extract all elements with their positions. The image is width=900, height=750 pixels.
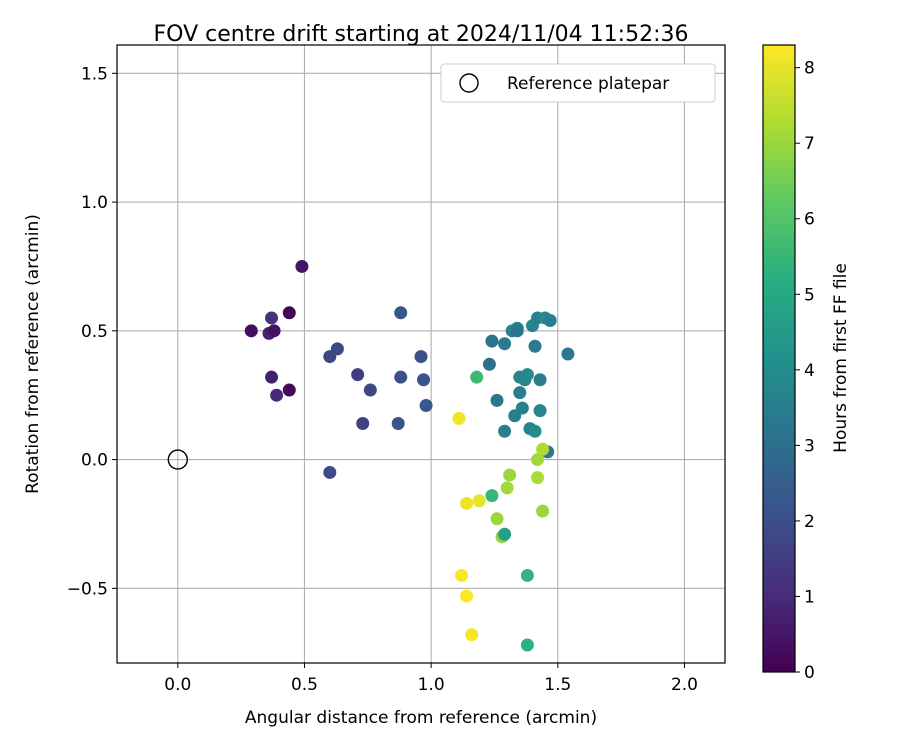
reference-point — [167, 449, 189, 470]
data-point — [498, 424, 512, 438]
colorbar-tick-label: 0 — [804, 663, 815, 683]
data-point — [265, 311, 279, 325]
data-point — [472, 494, 486, 508]
data-point — [528, 424, 542, 438]
colorbar-label: Hours from first FF file — [831, 263, 851, 453]
data-point — [417, 373, 431, 387]
legend: Reference platepar — [440, 63, 716, 103]
legend-label-reference: Reference platepar — [507, 74, 669, 94]
data-point — [520, 368, 534, 382]
y-axis-ticks: −0.5 0.0 0.5 1.0 1.5 — [67, 64, 117, 599]
data-point — [498, 527, 512, 541]
data-point — [528, 339, 542, 353]
data-point — [267, 324, 281, 338]
data-point — [356, 417, 370, 431]
colorbar-tick-label: 2 — [804, 512, 815, 532]
data-point — [452, 411, 466, 425]
y-tick-label: 0.0 — [81, 451, 108, 471]
data-point — [561, 347, 575, 361]
data-point — [531, 453, 545, 467]
data-point — [490, 512, 504, 526]
x-axis-label: Angular distance from reference (arcmin) — [245, 708, 597, 728]
data-point — [351, 368, 365, 382]
data-point — [465, 628, 479, 642]
data-point — [455, 568, 469, 582]
chart-title: FOV centre drift starting at 2024/11/04 … — [154, 22, 689, 47]
y-tick-label: −0.5 — [67, 579, 108, 599]
data-point — [470, 370, 484, 384]
data-point — [295, 259, 309, 273]
colorbar-tick-label: 5 — [804, 285, 815, 305]
data-point — [282, 383, 296, 397]
x-tick-label: 1.0 — [418, 675, 445, 695]
data-point — [533, 373, 547, 387]
colorbar-tick-label: 8 — [804, 59, 815, 79]
x-tick-label: 0.0 — [164, 675, 191, 695]
data-points — [167, 259, 575, 652]
colorbar: 0 1 2 3 4 5 6 7 8 Hours from first FF file — [762, 44, 851, 683]
colorbar-gradient — [762, 44, 796, 673]
data-point — [270, 388, 284, 402]
legend-box — [440, 63, 716, 103]
y-tick-label: 0.5 — [81, 322, 108, 342]
colorbar-tick-label: 6 — [804, 210, 815, 230]
x-tick-label: 2.0 — [671, 675, 698, 695]
colorbar-tick-label: 4 — [804, 361, 815, 381]
data-point — [265, 370, 279, 384]
data-point — [531, 471, 545, 485]
data-point — [391, 417, 405, 431]
y-tick-label: 1.0 — [81, 193, 108, 213]
data-point — [543, 314, 557, 328]
colorbar-tick-label: 3 — [804, 436, 815, 456]
data-point — [394, 370, 408, 384]
x-axis-ticks: 0.0 0.5 1.0 1.5 2.0 — [164, 663, 698, 695]
colorbar-ticks: 0 1 2 3 4 5 6 7 8 — [795, 59, 815, 683]
x-tick-label: 0.5 — [291, 675, 318, 695]
data-point — [282, 306, 296, 320]
data-point — [482, 357, 496, 371]
y-axis-label: Rotation from reference (arcmin) — [23, 214, 43, 494]
data-point — [503, 468, 517, 482]
data-point — [536, 442, 550, 456]
colorbar-tick-label: 7 — [804, 134, 815, 154]
data-point — [520, 568, 534, 582]
x-tick-label: 1.5 — [544, 675, 571, 695]
data-point — [533, 404, 547, 418]
data-point — [394, 306, 408, 320]
data-point — [323, 465, 337, 479]
colorbar-tick-label: 1 — [804, 587, 815, 607]
data-point — [419, 399, 433, 412]
data-point — [536, 504, 550, 518]
data-point — [330, 342, 344, 356]
data-point — [414, 350, 428, 364]
data-point — [510, 324, 524, 338]
data-point — [485, 489, 499, 503]
plot-frame — [116, 44, 726, 664]
data-point — [485, 334, 499, 348]
data-point — [244, 324, 258, 338]
legend-marker-reference — [459, 73, 479, 93]
data-point — [513, 386, 527, 400]
data-point — [515, 401, 529, 415]
y-tick-label: 1.5 — [81, 64, 108, 84]
data-point — [460, 589, 474, 603]
data-point — [460, 496, 474, 510]
data-point — [363, 383, 377, 397]
data-point — [520, 638, 534, 652]
data-point — [500, 481, 514, 495]
data-point — [498, 337, 512, 351]
data-point — [490, 393, 504, 407]
